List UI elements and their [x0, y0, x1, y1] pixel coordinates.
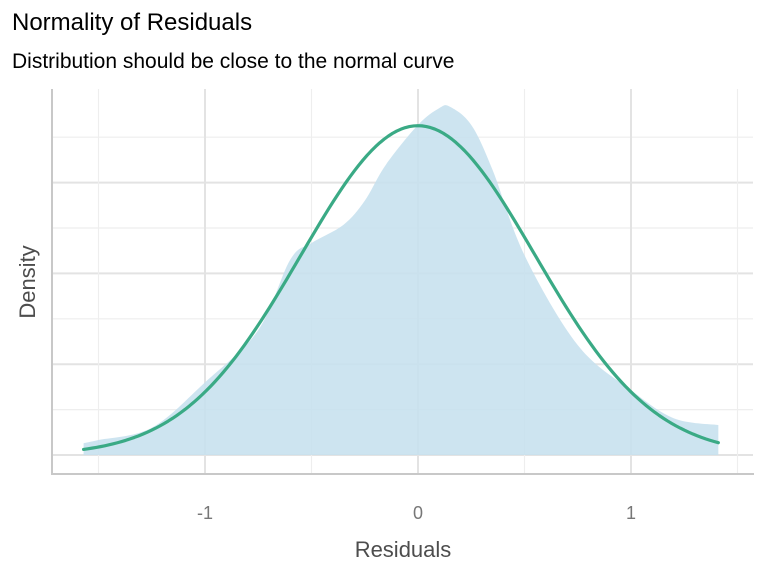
axes	[51, 89, 754, 475]
x-tick-label: 0	[413, 503, 423, 523]
normal-curve-line	[81, 124, 720, 451]
chart-title: Normality of Residuals	[12, 9, 253, 36]
x-tick-label: 1	[626, 503, 636, 523]
chart-subtitle: Distribution should be close to the norm…	[12, 50, 455, 73]
x-axis-title: Residuals	[355, 537, 452, 562]
x-tick-labels: -1 0 1	[197, 503, 636, 523]
x-tick-label: -1	[197, 503, 213, 523]
marks	[81, 105, 720, 455]
density-area	[83, 105, 719, 455]
y-axis-title: Density	[15, 245, 40, 318]
